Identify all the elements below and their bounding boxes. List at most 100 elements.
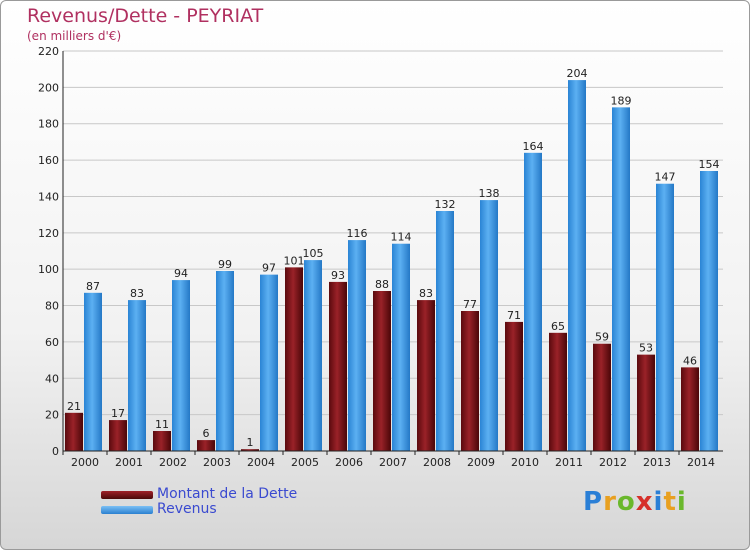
data-label-revenus-2006: 116	[347, 227, 368, 240]
y-tick-label: 220	[38, 45, 59, 58]
y-tick-label: 40	[45, 372, 59, 385]
brand-letter: r	[603, 487, 617, 517]
bar-revenus-2012	[612, 107, 630, 451]
y-tick-label: 140	[38, 190, 59, 203]
legend-item-dette: Montant de la Dette	[101, 486, 361, 502]
brand-letter: P	[583, 487, 604, 517]
x-tick-label: 2003	[203, 456, 231, 469]
x-tick-label: 2004	[247, 456, 275, 469]
brand-letter: i	[653, 487, 664, 517]
y-tick-label: 100	[38, 263, 59, 276]
bar-revenus-2011	[568, 80, 586, 451]
bar-revenus-2013	[656, 183, 674, 451]
x-tick-label: 2010	[511, 456, 539, 469]
data-label-dette-2006: 93	[331, 269, 345, 282]
x-tick-label: 2000	[71, 456, 99, 469]
x-tick-label: 2001	[115, 456, 143, 469]
x-tick-label: 2002	[159, 456, 187, 469]
data-label-revenus-2012: 189	[611, 94, 632, 107]
x-tick-label: 2005	[291, 456, 319, 469]
bar-dette-2012	[593, 343, 611, 451]
y-tick-label: 160	[38, 154, 59, 167]
data-label-dette-2003: 6	[203, 427, 210, 440]
bar-dette-2003	[197, 440, 215, 451]
bar-revenus-2005	[304, 260, 322, 451]
bar-revenus-2010	[524, 152, 542, 451]
data-label-revenus-2013: 147	[655, 171, 676, 184]
bar-dette-2008	[417, 300, 435, 451]
data-label-revenus-2004: 97	[262, 262, 276, 275]
legend-label-dette: Montant de la Dette	[157, 486, 298, 502]
data-label-revenus-2007: 114	[391, 231, 412, 244]
x-tick-label: 2012	[599, 456, 627, 469]
data-label-revenus-2009: 138	[479, 187, 500, 200]
data-label-dette-2012: 59	[595, 331, 609, 344]
legend-swatch-revenus	[101, 506, 153, 514]
data-label-revenus-2014: 154	[699, 158, 720, 171]
bar-dette-2010	[505, 321, 523, 451]
data-label-revenus-2000: 87	[86, 280, 100, 293]
bar-revenus-2004	[260, 274, 278, 451]
data-label-dette-2001: 17	[111, 407, 125, 420]
brand-letter: o	[616, 487, 636, 517]
data-label-dette-2000: 21	[67, 400, 81, 413]
data-label-revenus-2001: 83	[130, 287, 144, 300]
x-tick-label: 2008	[423, 456, 451, 469]
bar-revenus-2008	[436, 211, 454, 451]
x-tick-label: 2011	[555, 456, 583, 469]
legend: Montant de la Dette Revenus	[101, 486, 361, 517]
y-tick-label: 60	[45, 336, 59, 349]
data-label-dette-2007: 88	[375, 278, 389, 291]
legend-swatch-dette	[101, 491, 153, 499]
bar-dette-2000	[65, 412, 83, 451]
x-tick-label: 2013	[643, 456, 671, 469]
bar-revenus-2006	[348, 240, 366, 451]
data-label-revenus-2002: 94	[174, 267, 188, 280]
bar-revenus-2000	[84, 292, 102, 451]
bar-dette-2013	[637, 354, 655, 451]
data-label-dette-2014: 46	[683, 354, 697, 367]
data-label-dette-2013: 53	[639, 342, 653, 355]
legend-label-revenus: Revenus	[157, 501, 217, 517]
bar-dette-2001	[109, 420, 127, 451]
brand-letter: i	[676, 487, 687, 517]
y-tick-label: 200	[38, 81, 59, 94]
bar-revenus-2003	[216, 271, 234, 451]
chart-title: Revenus/Dette - PEYRIAT	[27, 5, 264, 27]
bar-dette-2014	[681, 367, 699, 451]
proxiti-logo: Proxiti	[583, 487, 687, 517]
bar-revenus-2001	[128, 300, 146, 451]
data-label-revenus-2003: 99	[218, 258, 232, 271]
bar-dette-2011	[549, 332, 567, 451]
data-label-revenus-2011: 204	[567, 67, 588, 80]
bar-revenus-2007	[392, 243, 410, 451]
x-tick-label: 2014	[687, 456, 715, 469]
bar-dette-2005	[285, 267, 303, 451]
data-label-dette-2002: 11	[155, 418, 169, 431]
x-tick-label: 2007	[379, 456, 407, 469]
y-tick-label: 80	[45, 300, 59, 313]
bar-revenus-2009	[480, 200, 498, 451]
bar-dette-2006	[329, 281, 347, 451]
y-tick-label: 180	[38, 118, 59, 131]
y-tick-label: 20	[45, 409, 59, 422]
bar-dette-2009	[461, 311, 479, 451]
data-label-revenus-2010: 164	[523, 140, 544, 153]
data-label-dette-2005: 101	[284, 254, 305, 267]
chart-subtitle: (en milliers d'€)	[27, 29, 122, 43]
bar-dette-2002	[153, 431, 171, 451]
brand-letter: t	[663, 487, 677, 517]
data-label-revenus-2008: 132	[435, 198, 456, 211]
data-label-dette-2011: 65	[551, 320, 565, 333]
brand-letter: x	[635, 487, 654, 517]
x-tick-label: 2006	[335, 456, 363, 469]
data-label-dette-2008: 83	[419, 287, 433, 300]
x-tick-label: 2009	[467, 456, 495, 469]
bar-dette-2004	[241, 449, 259, 451]
data-label-revenus-2005: 105	[303, 247, 324, 260]
bar-revenus-2014	[700, 171, 718, 451]
y-tick-label: 0	[52, 445, 59, 458]
y-tick-label: 120	[38, 227, 59, 240]
data-label-dette-2009: 77	[463, 298, 477, 311]
